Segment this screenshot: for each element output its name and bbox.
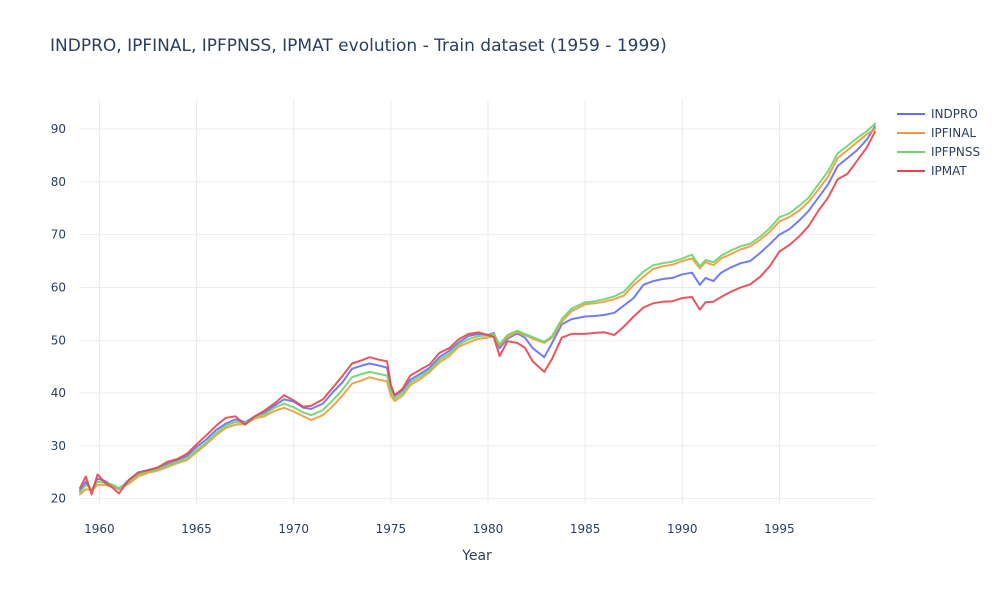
x-tick-label: 1975 — [376, 522, 407, 536]
legend-item-ipmat[interactable]: IPMAT — [897, 164, 967, 178]
x-tick-label: 1990 — [667, 522, 698, 536]
x-tick-label: 1985 — [570, 522, 601, 536]
x-tick-label: 1960 — [84, 522, 115, 536]
y-tick-label: 20 — [51, 492, 66, 506]
x-tick-label: 1965 — [181, 522, 212, 536]
y-tick-label: 90 — [51, 122, 66, 136]
legend-label: IPFINAL — [931, 126, 976, 140]
y-tick-label: 80 — [51, 175, 66, 189]
legend-item-ipfinal[interactable]: IPFINAL — [897, 126, 976, 140]
x-tick-label: 1980 — [473, 522, 504, 536]
series-line-ipmat — [79, 130, 876, 496]
legend-item-indpro[interactable]: INDPRO — [897, 107, 978, 121]
legend-label: IPFPNSS — [931, 145, 980, 159]
tick-layer: 20 30 40 50 60 70 80 90 1960 1965 1970 1975 1980 1985… — [51, 122, 795, 536]
y-tick-label: 70 — [51, 228, 66, 242]
y-tick-label: 50 — [51, 333, 66, 347]
legend-label: IPMAT — [931, 164, 967, 178]
y-tick-label: 60 — [51, 280, 66, 294]
legend-label: INDPRO — [931, 107, 978, 121]
x-axis-label: Year — [461, 548, 492, 564]
x-tick-label: 1970 — [278, 522, 309, 536]
series-layer — [79, 122, 876, 496]
series-line-ipfpnss — [79, 122, 876, 494]
x-tick-label: 1995 — [764, 522, 795, 536]
series-line-indpro — [79, 125, 876, 492]
y-tick-label: 30 — [51, 439, 66, 453]
series-line-ipfinal — [79, 128, 876, 496]
legend[interactable]: INDPRO IPFINAL IPFPNSS IPMAT — [897, 107, 980, 178]
chart-title: INDPRO, IPFINAL, IPFPNSS, IPMAT evolutio… — [50, 36, 667, 56]
legend-item-ipfpnss[interactable]: IPFPNSS — [897, 145, 980, 159]
y-tick-label: 40 — [51, 386, 66, 400]
